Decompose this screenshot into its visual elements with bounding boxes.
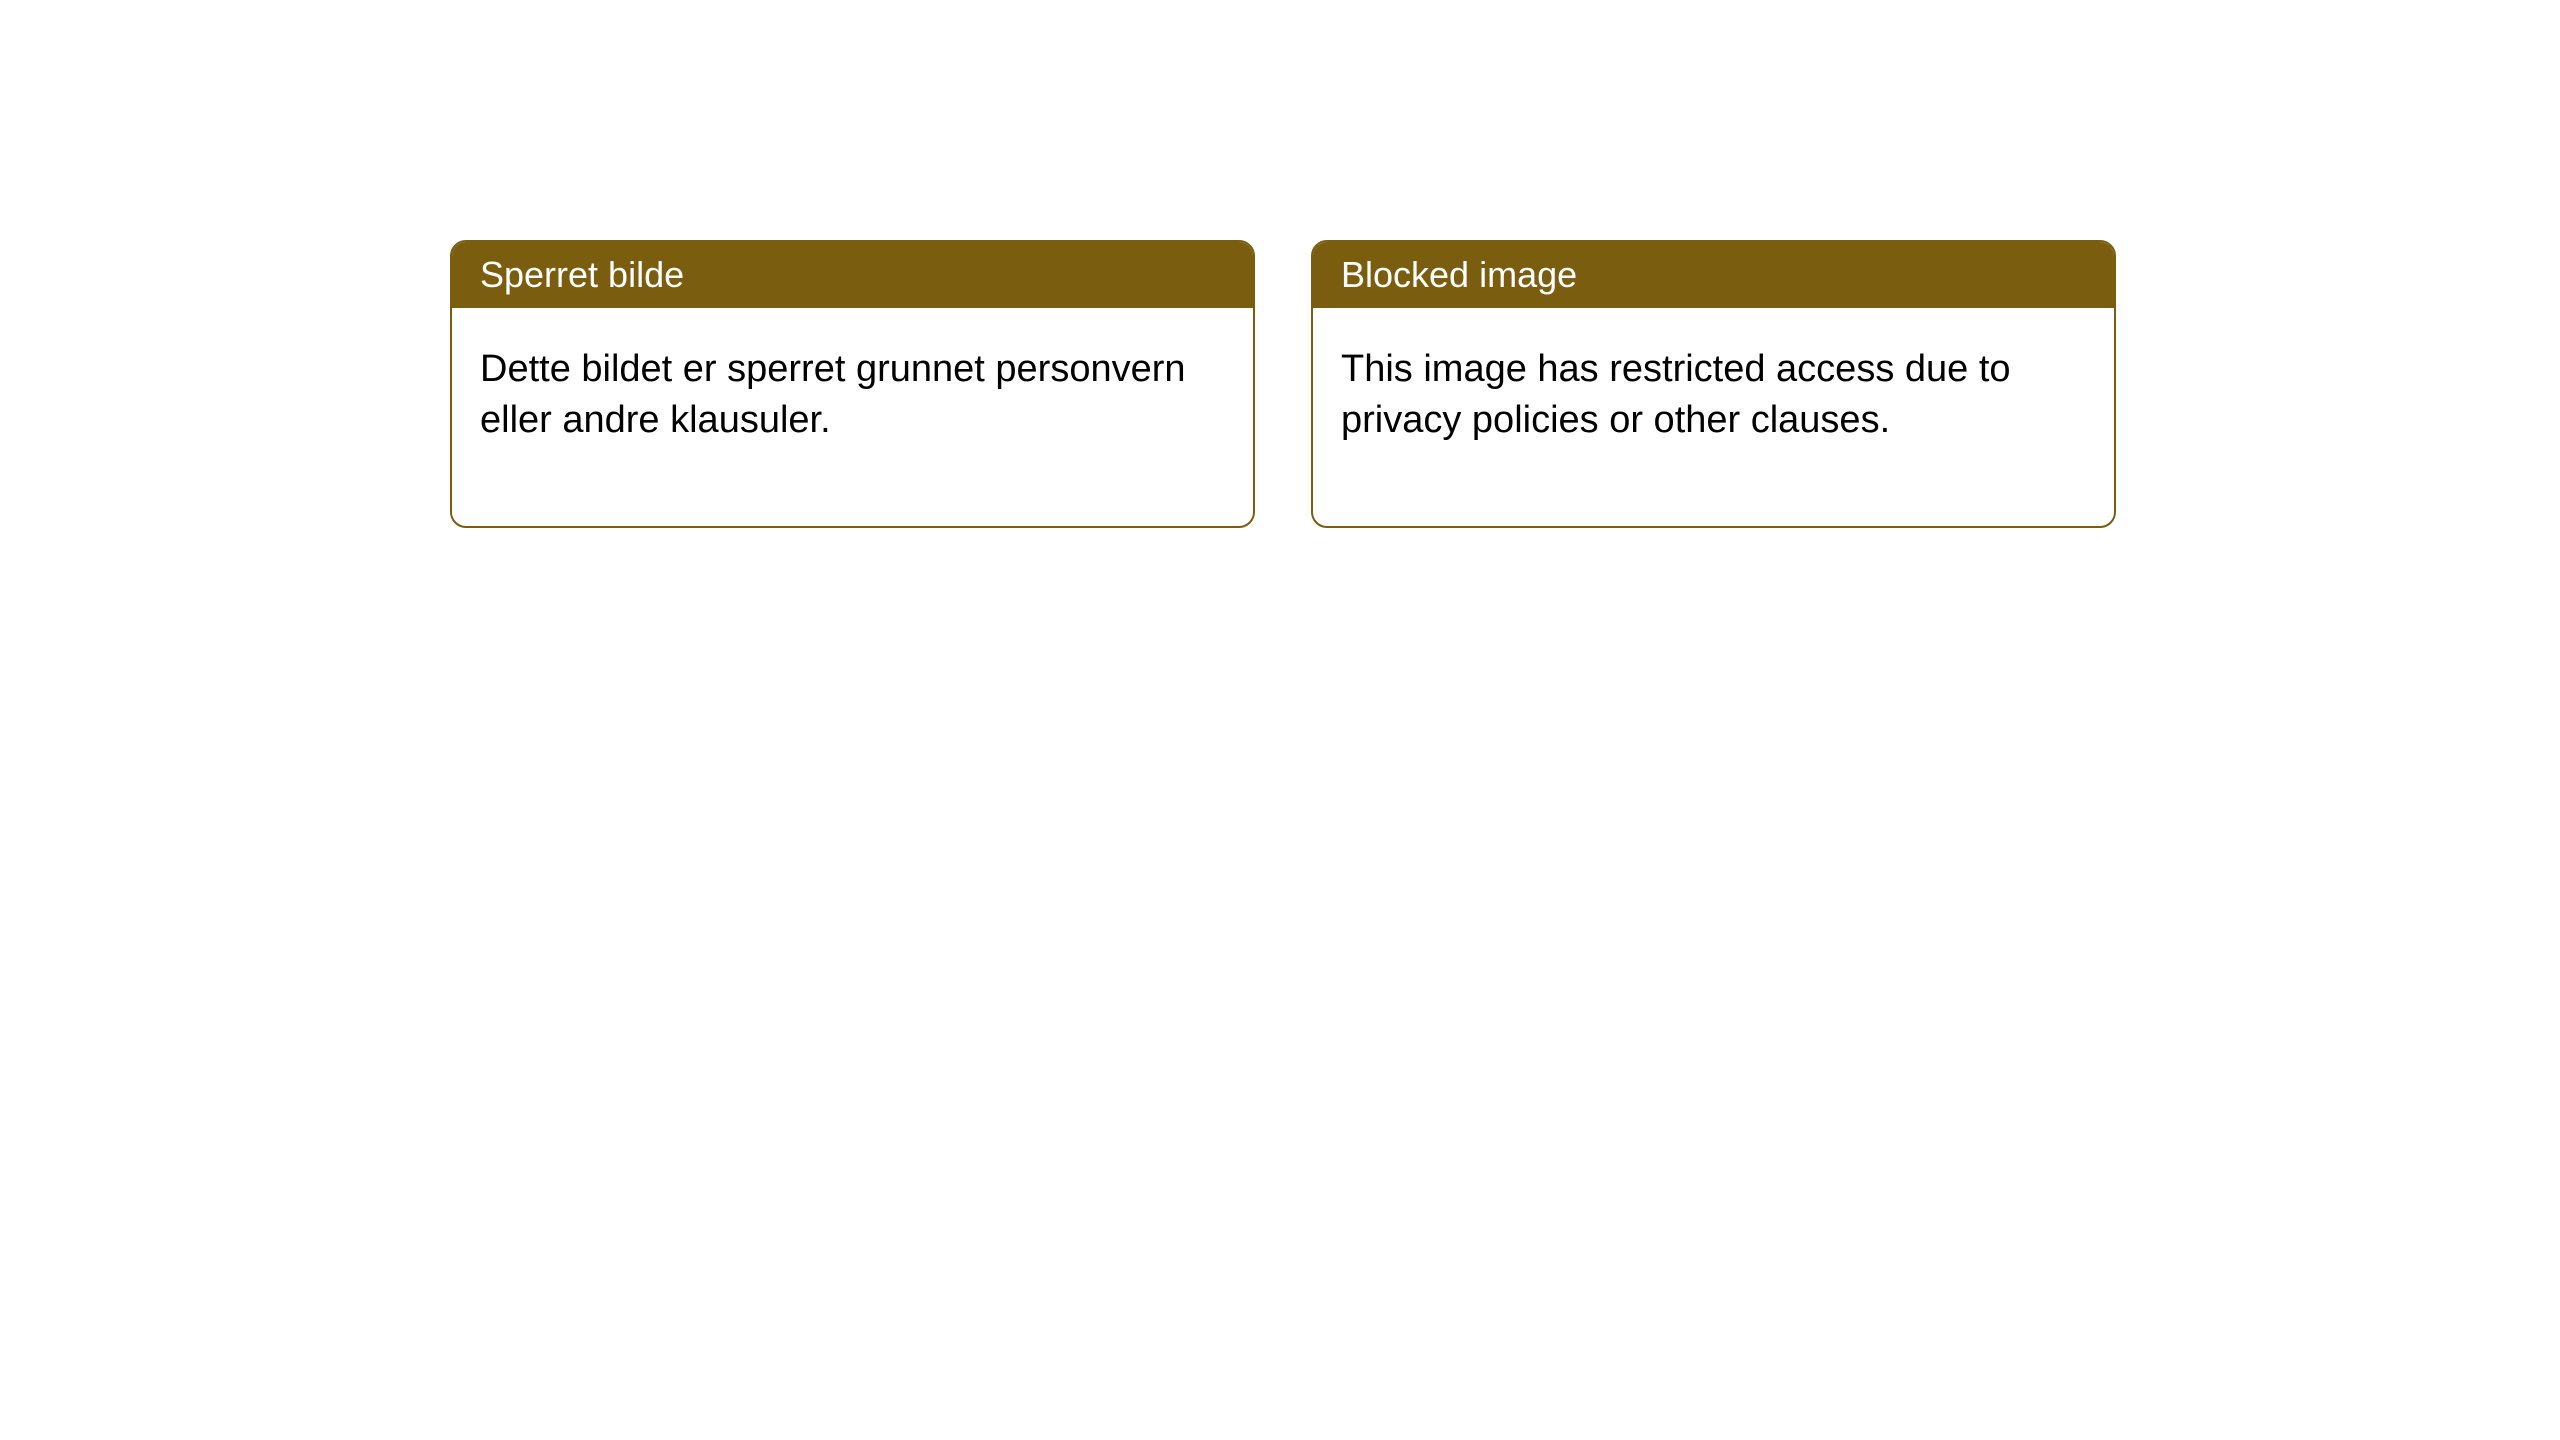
notice-header: Blocked image bbox=[1313, 242, 2114, 308]
notice-container: Sperret bilde Dette bildet er sperret gr… bbox=[0, 0, 2560, 528]
notice-title: Blocked image bbox=[1341, 254, 1577, 295]
notice-card-english: Blocked image This image has restricted … bbox=[1311, 240, 2116, 528]
notice-body: Dette bildet er sperret grunnet personve… bbox=[452, 308, 1253, 526]
notice-body-text: This image has restricted access due to … bbox=[1341, 348, 2011, 441]
notice-header: Sperret bilde bbox=[452, 242, 1253, 308]
notice-title: Sperret bilde bbox=[480, 254, 684, 295]
notice-body-text: Dette bildet er sperret grunnet personve… bbox=[480, 348, 1186, 441]
notice-body: This image has restricted access due to … bbox=[1313, 308, 2114, 526]
notice-card-norwegian: Sperret bilde Dette bildet er sperret gr… bbox=[450, 240, 1255, 528]
